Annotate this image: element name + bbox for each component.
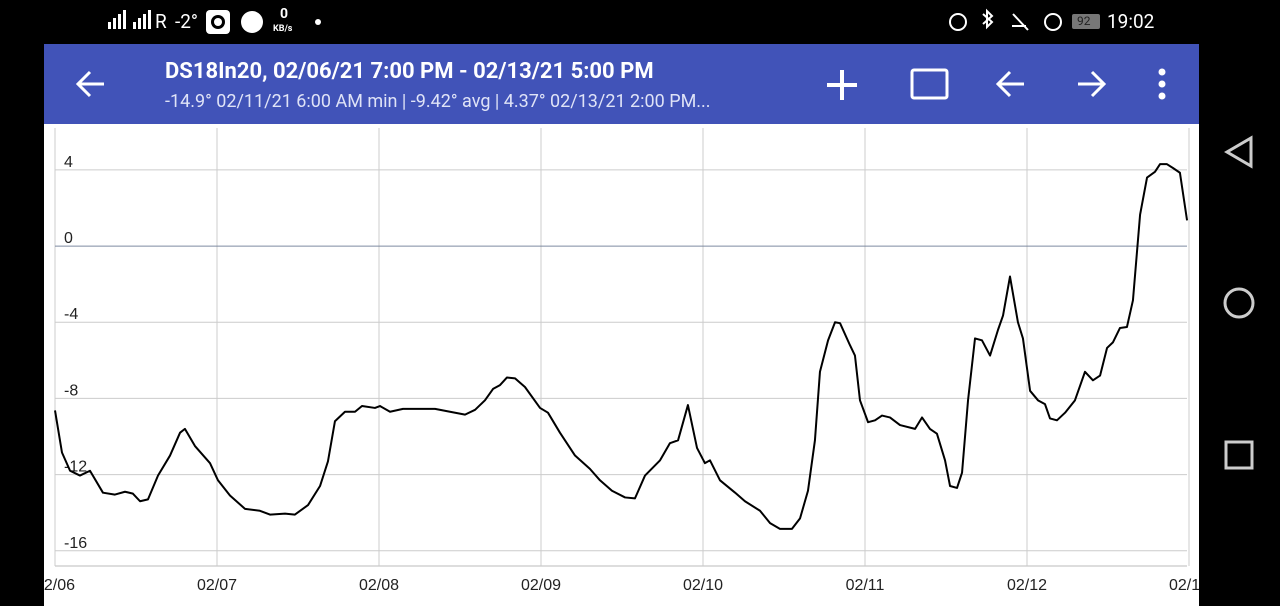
y-tick-label: 4: [64, 154, 73, 171]
menu-button[interactable]: [1158, 68, 1166, 100]
battery: 92: [1077, 14, 1091, 28]
x-tick-label: 02/07: [197, 577, 237, 594]
x-tick-label: 02/10: [683, 577, 723, 594]
data-line: [54, 163, 1189, 530]
x-tick-label: 02/09: [521, 577, 561, 594]
y-tick-label: -8: [64, 382, 78, 399]
nav-bar: [1223, 135, 1255, 470]
add-button[interactable]: [827, 70, 857, 100]
app-title: DS18In20, 02/06/21 7:00 PM - 02/13/21 5:…: [165, 59, 654, 84]
x-tick-label: 02/06: [44, 577, 75, 594]
x-tick-label: 02/08: [359, 577, 399, 594]
nav-recents[interactable]: [1224, 440, 1254, 470]
prev-button[interactable]: [995, 70, 1024, 98]
y-tick-label: 0: [64, 230, 73, 247]
net-speed-unit: KB/s: [273, 24, 293, 34]
nav-back[interactable]: [1224, 135, 1253, 169]
y-tick-label: -16: [64, 535, 87, 552]
x-tick-label: 02/11: [846, 577, 885, 594]
carrier: R: [155, 10, 167, 33]
temperature: -2°: [175, 10, 199, 33]
chart-area: 02/06 02/07 02/08 02/09 02/10 02/11 02/12 02/13…: [44, 124, 1199, 606]
fit-button[interactable]: [910, 68, 949, 100]
app-bar-icons: [75, 68, 1166, 100]
app-subtitle: -14.9° 02/11/21 6:00 AM min | -9.42° avg…: [165, 91, 711, 112]
app-bar: DS18In20, 02/06/21 7:00 PM - 02/13/21 5:…: [44, 44, 1199, 124]
net-speed: 0: [280, 6, 289, 22]
chart: 02/06 02/07 02/08 02/09 02/10 02/11 02/12 02/13…: [44, 128, 1199, 594]
clock: 19:02: [1107, 10, 1155, 33]
next-button[interactable]: [1078, 70, 1107, 98]
x-tick-label: 02/13: [1169, 577, 1199, 594]
status-icons: [108, 8, 1100, 34]
nav-home[interactable]: [1223, 287, 1255, 319]
y-tick-label: -4: [64, 306, 78, 323]
status-bar: R -2° 0 KB/s 92 19:02: [0, 0, 1280, 44]
back-button[interactable]: [75, 70, 104, 98]
x-tick-label: 02/12: [1007, 577, 1047, 594]
